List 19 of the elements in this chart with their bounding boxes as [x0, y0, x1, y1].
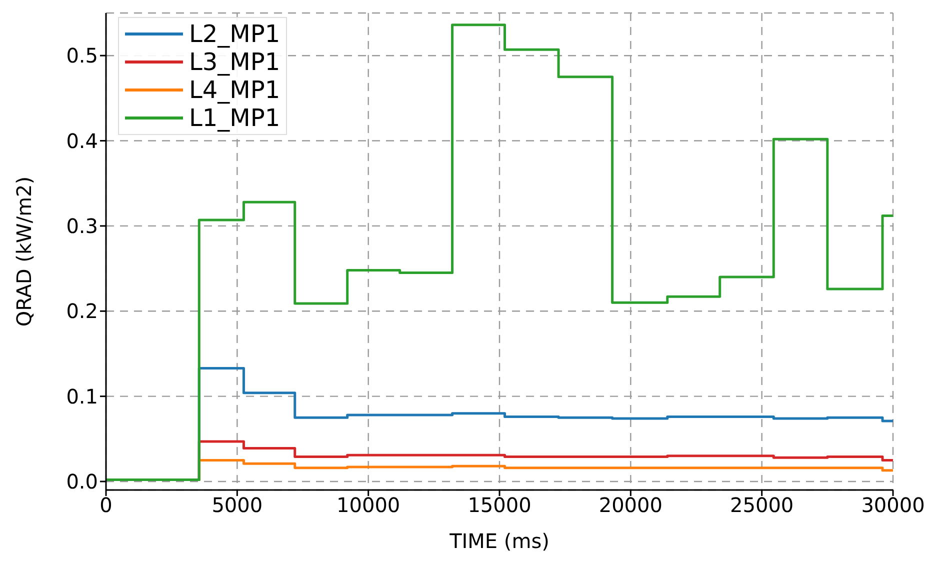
y-tick-label: 0.5 — [66, 44, 98, 68]
legend-label: L1_MP1 — [189, 104, 280, 132]
y-tick-label: 0.0 — [66, 470, 98, 494]
legend-label: L4_MP1 — [189, 76, 280, 104]
x-tick-label: 0 — [100, 493, 112, 518]
x-axis-title: TIME (ms) — [448, 529, 550, 553]
y-tick-label: 0.1 — [66, 384, 98, 408]
x-tick-label: 30000 — [861, 493, 925, 518]
y-axis-title: QRAD (kW/m2) — [12, 176, 36, 327]
x-tick-label: 25000 — [730, 493, 794, 518]
y-tick-label: 0.3 — [66, 214, 98, 238]
x-tick-label: 15000 — [468, 493, 532, 518]
y-tick-label: 0.4 — [66, 128, 98, 153]
x-tick-label: 20000 — [598, 493, 662, 518]
legend-label: L3_MP1 — [189, 48, 280, 76]
x-tick-label: 5000 — [212, 493, 263, 518]
legend-label: L2_MP1 — [189, 20, 280, 48]
x-tick-label: 10000 — [336, 493, 400, 518]
y-tick-label: 0.2 — [66, 299, 98, 324]
